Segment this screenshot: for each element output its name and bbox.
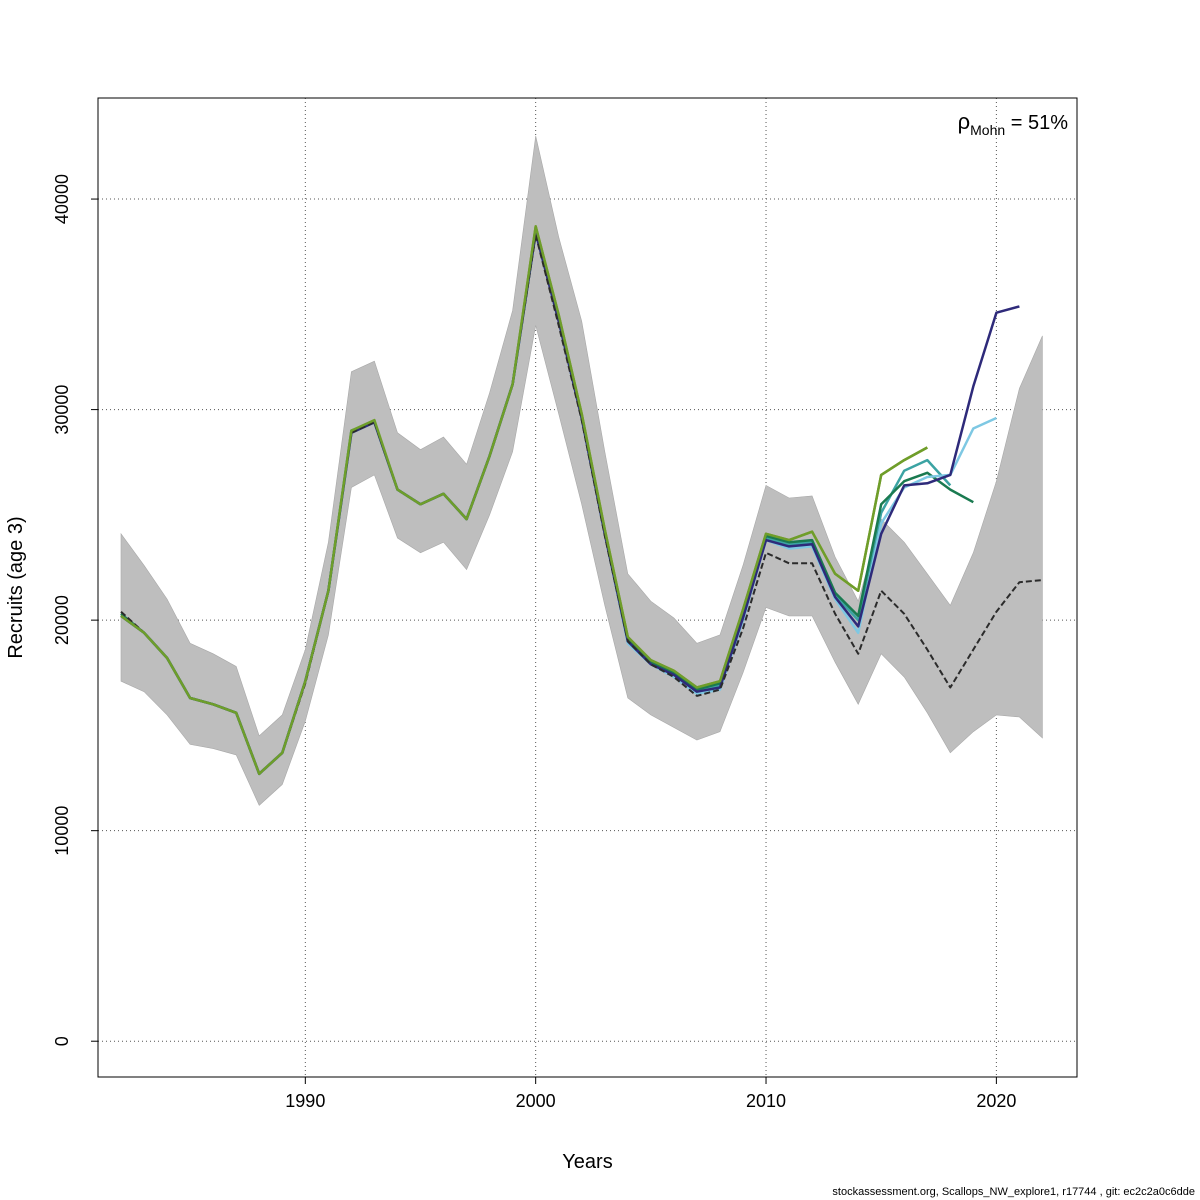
y-tick-label-0: 0 [52, 1036, 72, 1046]
x-tick-label-2000: 2000 [516, 1091, 556, 1111]
y-axis-title: Recruits (age 3) [5, 516, 27, 658]
rho-subscript: Mohn [970, 122, 1005, 138]
confidence-band-group [120, 135, 1043, 806]
series-lines [120, 225, 1043, 776]
plot-frame [97, 97, 1078, 1078]
x-axis-title: Years [562, 1151, 612, 1173]
x-tick-label-2010: 2010 [746, 1091, 786, 1111]
y-tick-label-10000: 10000 [52, 806, 72, 856]
confidence-band [120, 135, 1043, 806]
rho-value: = 51% [1005, 112, 1068, 134]
series-line-7 [120, 225, 928, 776]
axis-ticks: 1990 2000 2010 2020 0 10000 20000 30000 40000 [52, 174, 1016, 1111]
x-tick-label-2020: 2020 [976, 1091, 1016, 1111]
footer-credit: stockassessment.org, Scallops_NW_explore… [832, 1186, 1195, 1198]
y-tick-label-30000: 30000 [52, 385, 72, 435]
mohn-rho-annotation: ρMohn = 51% [958, 109, 1069, 138]
x-tick-label-1990: 1990 [285, 1091, 325, 1111]
y-tick-label-20000: 20000 [52, 595, 72, 645]
rho-symbol: ρ [958, 109, 971, 134]
y-tick-label-40000: 40000 [52, 174, 72, 224]
